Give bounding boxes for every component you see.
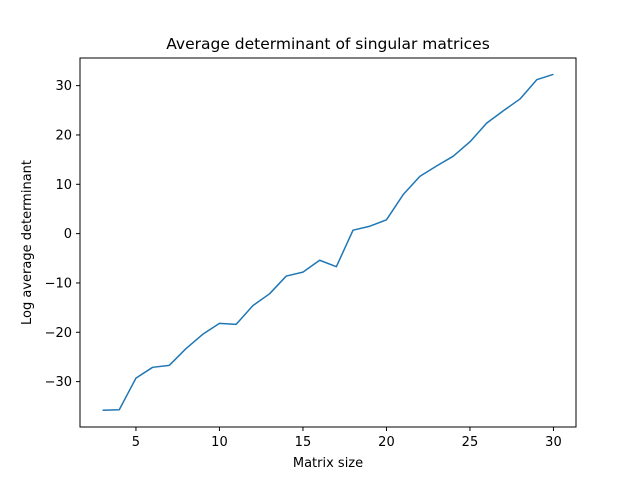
- chart-title: Average determinant of singular matrices: [166, 35, 490, 53]
- series-line-0: [102, 73, 554, 411]
- x-tick-label: 10: [211, 435, 228, 450]
- x-tick-label: 20: [378, 435, 395, 450]
- y-tick-label: 10: [55, 178, 72, 193]
- x-axis-ticks: 5 10 15 20 25 30: [132, 427, 562, 450]
- x-tick-label: 25: [462, 435, 479, 450]
- y-tick-label: −10: [45, 276, 72, 291]
- x-tick-label: 15: [295, 435, 312, 450]
- plot-area: [102, 73, 554, 411]
- y-tick-label: 0: [64, 227, 72, 242]
- axes-frame: [79, 57, 577, 428]
- y-axis-label: Log average determinant: [20, 160, 35, 325]
- x-axis-label: Matrix size: [293, 456, 363, 471]
- y-tick-label: −30: [45, 375, 72, 390]
- y-axis-ticks: −30 −20 −10 0 10 20 30: [45, 79, 80, 390]
- y-tick-label: 20: [55, 128, 72, 143]
- x-tick-label: 30: [545, 435, 562, 450]
- y-tick-label: −20: [45, 326, 72, 341]
- y-tick-label: 30: [55, 79, 72, 94]
- x-tick-label: 5: [132, 435, 140, 450]
